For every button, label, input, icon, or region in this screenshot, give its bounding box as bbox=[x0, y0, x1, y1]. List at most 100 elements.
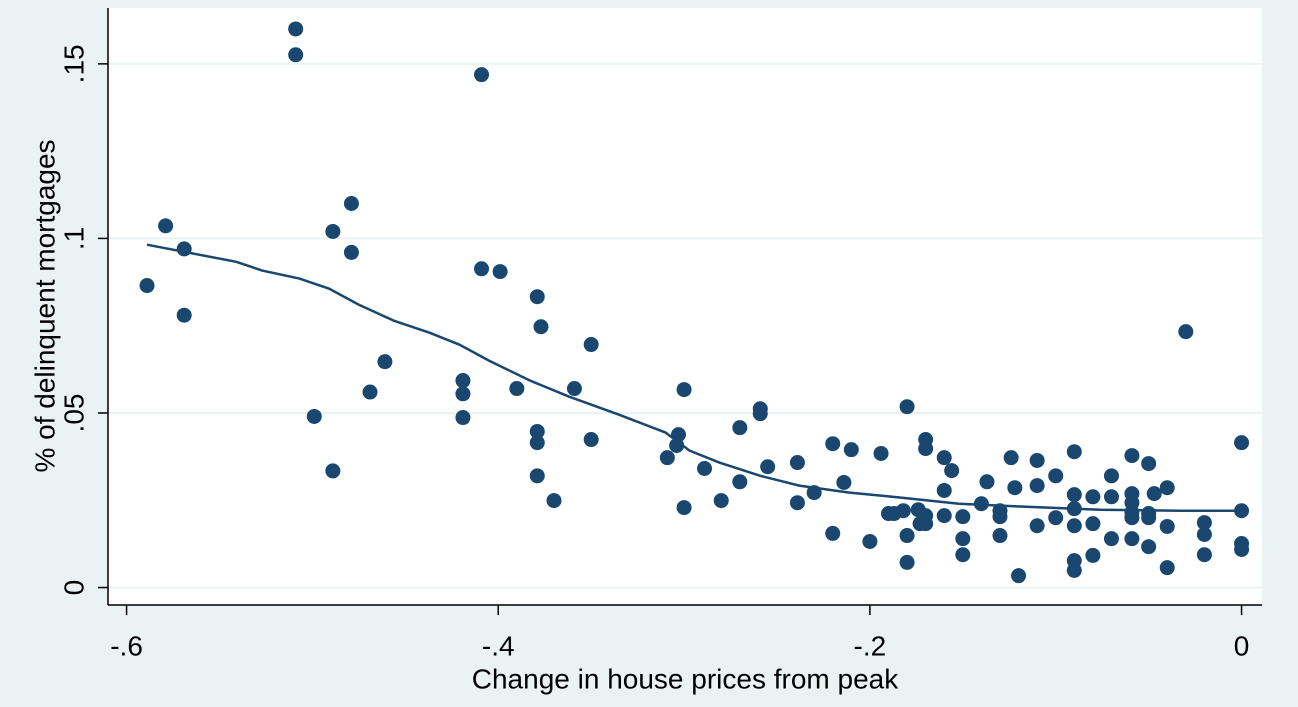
point bbox=[899, 554, 915, 570]
point bbox=[955, 547, 971, 563]
point bbox=[533, 319, 549, 335]
point bbox=[697, 460, 713, 476]
point bbox=[992, 528, 1008, 544]
point bbox=[1141, 510, 1157, 526]
point bbox=[1141, 456, 1157, 472]
point bbox=[139, 278, 155, 294]
x-tick-label: -.2 bbox=[854, 630, 887, 661]
y-axis-title: % of delinquent mortgages bbox=[29, 139, 60, 472]
point bbox=[176, 307, 192, 323]
point bbox=[1103, 468, 1119, 484]
point bbox=[1029, 452, 1045, 468]
point bbox=[288, 21, 304, 37]
point bbox=[760, 459, 776, 475]
point bbox=[474, 261, 490, 277]
point bbox=[362, 384, 378, 400]
point bbox=[789, 455, 805, 471]
point bbox=[825, 525, 841, 541]
point bbox=[1066, 444, 1082, 460]
point bbox=[377, 354, 393, 370]
point bbox=[1141, 539, 1157, 555]
point bbox=[474, 67, 490, 83]
point bbox=[676, 500, 692, 516]
point bbox=[1124, 448, 1140, 464]
point bbox=[789, 495, 805, 511]
point bbox=[825, 436, 841, 452]
point bbox=[752, 406, 768, 422]
point bbox=[158, 218, 174, 234]
point bbox=[176, 241, 192, 257]
point bbox=[1085, 547, 1101, 563]
point bbox=[529, 435, 545, 451]
point bbox=[343, 196, 359, 212]
point bbox=[492, 264, 508, 280]
point bbox=[1196, 515, 1212, 531]
point bbox=[1234, 435, 1250, 451]
y-tick-label: .05 bbox=[58, 394, 89, 433]
point bbox=[583, 337, 599, 353]
point bbox=[1085, 516, 1101, 532]
point bbox=[1103, 531, 1119, 547]
point bbox=[944, 463, 960, 479]
point bbox=[936, 450, 952, 466]
point bbox=[288, 47, 304, 63]
y-tick-label: .1 bbox=[58, 227, 89, 250]
point bbox=[1159, 560, 1175, 576]
point bbox=[1196, 547, 1212, 563]
point bbox=[1124, 510, 1140, 526]
trend-line bbox=[146, 243, 1242, 512]
x-tick-label: -.6 bbox=[110, 630, 143, 661]
point bbox=[1234, 541, 1250, 557]
x-tick-label: -.4 bbox=[482, 630, 515, 661]
point bbox=[529, 468, 545, 484]
point bbox=[566, 381, 582, 397]
axes: 0 .05 .1 .15 -.6 -.4 -.2 0 bbox=[58, 44, 1249, 661]
point bbox=[862, 533, 878, 549]
point bbox=[955, 509, 971, 525]
point bbox=[1066, 487, 1082, 503]
point bbox=[836, 474, 852, 490]
point bbox=[1066, 562, 1082, 578]
y-tick-label: .15 bbox=[58, 44, 89, 83]
point bbox=[1124, 531, 1140, 547]
point bbox=[979, 474, 995, 490]
point bbox=[529, 289, 545, 305]
point bbox=[873, 445, 889, 461]
point bbox=[343, 244, 359, 260]
marks bbox=[139, 21, 1250, 584]
point bbox=[325, 463, 341, 479]
point bbox=[1029, 478, 1045, 494]
point bbox=[1011, 568, 1027, 584]
point bbox=[899, 399, 915, 415]
point bbox=[676, 382, 692, 398]
point bbox=[1029, 518, 1045, 534]
point bbox=[732, 474, 748, 490]
point bbox=[732, 420, 748, 436]
x-tick-label: 0 bbox=[1234, 630, 1250, 661]
point bbox=[1196, 526, 1212, 542]
point bbox=[936, 508, 952, 524]
x-axis-title: Change in house prices from peak bbox=[472, 663, 899, 694]
point bbox=[1007, 480, 1023, 496]
grid bbox=[108, 62, 1262, 589]
point bbox=[325, 223, 341, 239]
point bbox=[992, 509, 1008, 525]
point bbox=[1103, 489, 1119, 505]
point bbox=[306, 408, 322, 424]
point bbox=[1146, 486, 1162, 502]
point bbox=[455, 410, 471, 426]
point bbox=[1048, 468, 1064, 484]
point bbox=[1003, 450, 1019, 466]
point bbox=[1159, 480, 1175, 496]
point bbox=[659, 450, 675, 466]
y-tick-label: 0 bbox=[58, 580, 89, 596]
point bbox=[936, 482, 952, 498]
point bbox=[583, 432, 599, 448]
point bbox=[899, 528, 915, 544]
point bbox=[509, 381, 525, 397]
point bbox=[455, 373, 471, 389]
point bbox=[918, 441, 934, 457]
point bbox=[1066, 518, 1082, 534]
